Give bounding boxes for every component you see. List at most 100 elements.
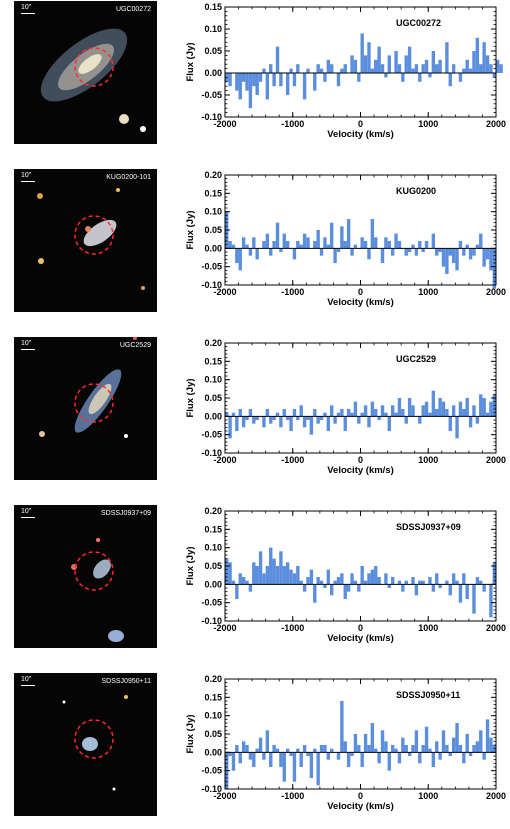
plot-galaxy-label: UGC00272 <box>396 18 441 28</box>
spectrum-bar <box>340 573 344 585</box>
spectrum-bar <box>255 248 259 260</box>
spectrum-bar <box>438 59 442 73</box>
spectrum-bar <box>475 416 480 424</box>
spectrum-bar <box>384 741 388 753</box>
spectrum-bar <box>340 701 344 753</box>
spectrum-bar <box>248 248 253 256</box>
spectrum-bar <box>346 584 351 592</box>
spectrum-bar <box>451 248 456 263</box>
spectrum-bar <box>350 573 354 585</box>
spectrum-bar <box>462 248 466 256</box>
spectrum-bar <box>248 752 253 760</box>
y-axis-label: Flux (Jy) <box>185 546 196 585</box>
spectrum-bar <box>262 573 266 585</box>
spectrum-bar <box>258 737 263 753</box>
spectrum-bar <box>316 230 320 249</box>
spectrum-bar <box>282 233 286 249</box>
x-axis-label: Velocity (km/s) <box>327 465 394 476</box>
spectrum-bar <box>380 248 385 263</box>
spectrum-bar <box>472 405 476 417</box>
spectrum-bar <box>316 752 320 786</box>
spectrum-bar <box>479 730 483 753</box>
x-tick-label: 0 <box>358 119 363 129</box>
bar-series <box>225 33 503 109</box>
spectrum-bar <box>235 248 239 263</box>
spectrum-bar <box>462 68 466 73</box>
spectrum-bar <box>421 580 425 585</box>
y-tick-label: -0.05 <box>201 598 222 608</box>
x-tick-label: 1000 <box>418 791 438 801</box>
spectrum-bar <box>380 64 385 73</box>
galaxy-image-svg <box>39 337 137 438</box>
spectrum-plot: -2000 -1000 0 1000 2000 -0.10 -0.05 0.00 0.05 0.1… <box>185 170 506 308</box>
bar-series <box>225 547 496 618</box>
galaxy-image: 10" SDSSJ0950+11 <box>14 673 157 816</box>
spectrum-bar <box>330 222 334 249</box>
spectrum-bar <box>228 752 232 756</box>
spectrum-bar <box>279 73 283 87</box>
spectrum-bar <box>296 241 300 249</box>
spectrum-bar <box>485 719 490 753</box>
spectrum-bar <box>313 584 317 603</box>
spectrum-bar <box>282 752 286 782</box>
spectrum-bar <box>296 416 300 420</box>
spectrum-bar <box>363 241 368 249</box>
spectrum-bar <box>292 248 297 260</box>
spectrum-bar <box>255 748 259 753</box>
spectrum-bar <box>411 745 415 753</box>
spectrum-bar <box>353 401 358 417</box>
y-axis-label: Flux (Jy) <box>185 714 196 753</box>
y-tick-label: 0.15 <box>204 356 222 366</box>
spectrum-bar <box>435 573 439 585</box>
spectrum-bar <box>424 726 429 753</box>
spectrum-bar <box>316 577 320 585</box>
spectrum-bar <box>319 745 324 753</box>
spectrum-bar <box>404 248 408 256</box>
figure-row: 10" SDSSJ0937+09 -2000 -1000 0 1000 2000 -0.10-… <box>0 505 510 648</box>
spectrum-bar <box>269 547 273 585</box>
spectrum-bar <box>228 416 232 439</box>
x-tick-label: 2000 <box>486 791 506 801</box>
spectrum-bar <box>262 752 266 760</box>
spectrum-bar <box>323 584 327 588</box>
scale-label: 10" <box>21 340 32 347</box>
spectrum-bar <box>411 577 415 585</box>
spectrum-bar <box>245 73 249 91</box>
y-tick-label: -0.10 <box>201 448 222 458</box>
spectrum-bar <box>289 68 293 73</box>
spectrum-bar <box>472 51 476 73</box>
spectrum-bar <box>235 73 239 91</box>
spectrum-bar <box>407 248 412 252</box>
spectrum-plot: -2000 -1000 0 1000 2000 -0.10 -0.05 0.00 0.05 0.1… <box>185 338 506 476</box>
spectrum-bar <box>350 248 354 256</box>
spectrum-bar <box>438 248 442 252</box>
scale-bar <box>21 13 35 14</box>
spectrum-bar <box>363 734 368 753</box>
spectrum-bar <box>238 73 242 100</box>
spectrum-bar <box>465 244 469 249</box>
spectrum-bar <box>428 412 432 417</box>
spectrum-bar <box>340 226 344 249</box>
spectrum-bar <box>323 73 327 82</box>
spectrum-bar <box>482 42 486 73</box>
scale-bar <box>21 181 35 182</box>
figure-row: 10" KUG0200-101 -2000 -1000 0 1000 2000 -0.10 -0… <box>0 169 510 312</box>
galaxy-image-svg <box>37 188 145 290</box>
spectrum-bar <box>435 64 439 73</box>
x-tick-label: 0 <box>358 455 363 465</box>
spectrum-bar <box>357 73 361 82</box>
spectrum-bar <box>363 55 368 73</box>
spectrum-bar <box>353 59 358 73</box>
spectrum-bar <box>401 737 405 753</box>
spectrum-bar <box>380 730 385 753</box>
spectrum-bar <box>458 401 463 417</box>
x-tick-label: -1000 <box>281 287 304 297</box>
spectrum-bar <box>353 734 358 753</box>
spectrum-bar <box>313 241 317 249</box>
spectrum-bar <box>292 73 297 87</box>
spectrum-bar <box>384 73 388 78</box>
spectrum-bar <box>414 248 419 256</box>
spectrum-bar <box>421 248 425 252</box>
spectrum-bar <box>414 730 419 753</box>
spectrum-bar <box>455 416 459 439</box>
